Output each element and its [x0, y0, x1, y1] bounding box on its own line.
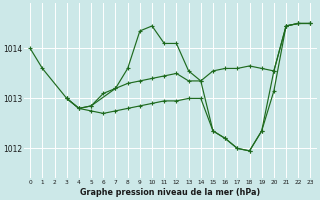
X-axis label: Graphe pression niveau de la mer (hPa): Graphe pression niveau de la mer (hPa) — [80, 188, 260, 197]
